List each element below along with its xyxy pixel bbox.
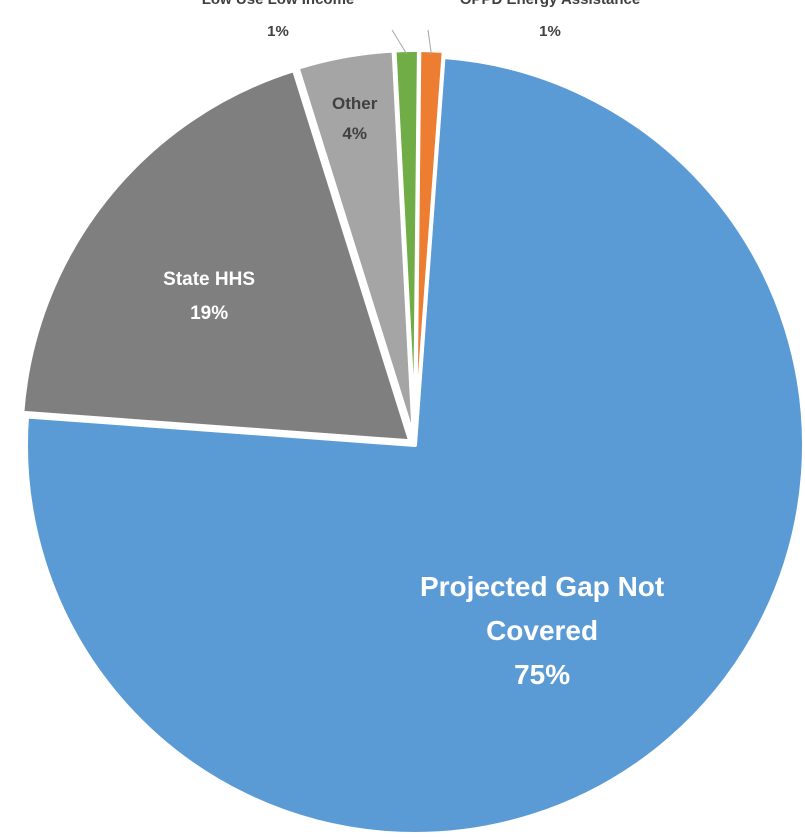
slice-label-low-use-low-income: Low Use Low Income 1%	[202, 0, 355, 40]
slice-name: Covered	[486, 615, 598, 646]
pie-slice-state-hhs	[20, 68, 413, 444]
slice-value: 4%	[342, 124, 367, 143]
leader-line	[427, 29, 432, 55]
slice-name: Other	[332, 94, 378, 113]
slice-label-projected-gap-not-covered: Projected Gap Not Covered 75%	[420, 571, 664, 690]
slice-label-oppd-energy-assistance: OPPD Energy Assistance 1%	[460, 0, 640, 40]
slice-value: 1%	[539, 23, 561, 40]
slice-label-other: Other 4%	[332, 94, 378, 143]
leader-line	[391, 29, 408, 55]
slice-name: State HHS	[163, 269, 255, 290]
slice-value: 1%	[267, 23, 289, 40]
pie-slice-projected-gap-not-covered	[24, 55, 805, 836]
slice-name: OPPD Energy Assistance	[460, 0, 640, 8]
slice-value: 75%	[514, 659, 570, 690]
slice-name: Projected Gap Not	[420, 571, 664, 602]
slice-label-state-hhs: State HHS 19%	[163, 269, 255, 324]
slice-name: Low Use Low Income	[202, 0, 355, 8]
pie-slice-oppd-energy-assistance	[413, 48, 446, 442]
slice-value: 19%	[190, 303, 228, 324]
